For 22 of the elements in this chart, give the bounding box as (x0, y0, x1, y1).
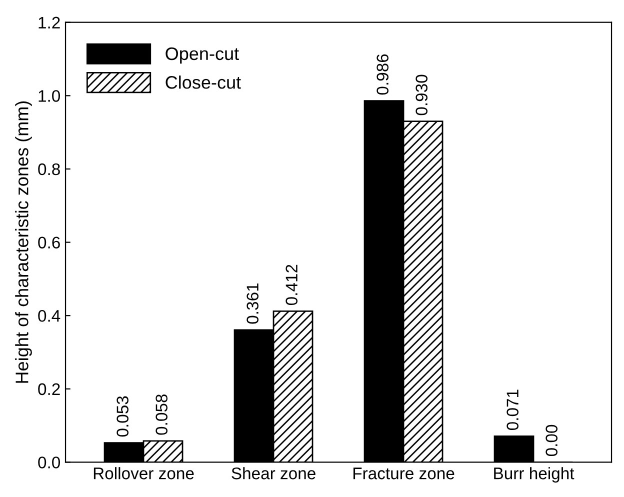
y-tick-label: 0.4 (38, 310, 60, 322)
y-tick-label: 1.0 (38, 90, 60, 102)
x-tick-label: Shear zone (232, 467, 316, 480)
x-tick-label: Rollover zone (94, 467, 194, 480)
x-tick-label: Fracture zone (353, 468, 454, 480)
data-label: 0.053 (116, 396, 128, 437)
data-label: 0.00 (546, 424, 558, 456)
legend-label: Open-cut (166, 47, 239, 64)
data-label: 0.071 (506, 390, 518, 430)
y-tick-label: 0.2 (38, 383, 60, 396)
y-axis-title: Height of characteristic zones (mm) (15, 101, 32, 383)
data-label: 0.986 (376, 54, 388, 95)
y-tick-label: 1.2 (38, 16, 60, 28)
y-tick-label: 0.0 (38, 456, 60, 468)
y-tick-label: 0.8 (38, 163, 60, 176)
data-label: 0.361 (246, 284, 258, 324)
data-label: 0.412 (286, 264, 298, 306)
data-label: 0.930 (416, 74, 428, 116)
x-tick-label: Burr height (494, 467, 574, 483)
data-label: 0.058 (156, 394, 168, 435)
y-tick-label: 0.6 (38, 236, 60, 248)
legend-label: Close-cut (166, 76, 241, 89)
